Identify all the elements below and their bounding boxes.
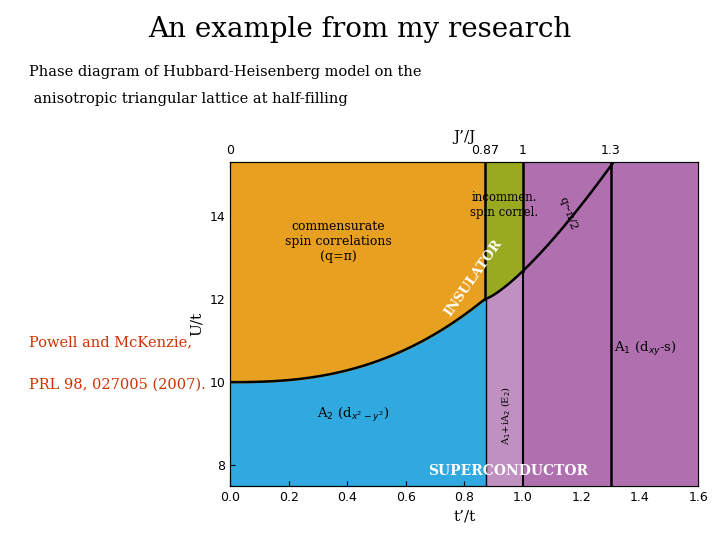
Text: SUPERCONDUCTOR: SUPERCONDUCTOR	[428, 464, 588, 478]
Text: commensurate
spin correlations
(q=π): commensurate spin correlations (q=π)	[285, 220, 392, 263]
Text: q~π/2: q~π/2	[557, 195, 579, 231]
Text: An example from my research: An example from my research	[148, 16, 572, 43]
X-axis label: J’/J: J’/J	[454, 130, 475, 144]
Text: INSULATOR: INSULATOR	[442, 238, 505, 319]
Text: incommen.
spin correl.: incommen. spin correl.	[470, 191, 538, 219]
Y-axis label: U/t: U/t	[190, 312, 204, 336]
Text: Phase diagram of Hubbard-Heisenberg model on the: Phase diagram of Hubbard-Heisenberg mode…	[29, 65, 421, 79]
Text: A$_1$+iA$_2$ (E$_2$): A$_1$+iA$_2$ (E$_2$)	[499, 386, 513, 445]
Text: PRL 98, 027005 (2007).: PRL 98, 027005 (2007).	[29, 378, 205, 392]
Text: Powell and McKenzie,: Powell and McKenzie,	[29, 335, 192, 349]
X-axis label: t’/t: t’/t	[454, 509, 475, 523]
Text: A$_1$ (d$_{xy}$-s): A$_1$ (d$_{xy}$-s)	[614, 340, 677, 358]
Text: A$_2$ (d$_{x^2-y^2}$): A$_2$ (d$_{x^2-y^2}$)	[317, 407, 390, 424]
Text: anisotropic triangular lattice at half-filling: anisotropic triangular lattice at half-f…	[29, 92, 348, 106]
